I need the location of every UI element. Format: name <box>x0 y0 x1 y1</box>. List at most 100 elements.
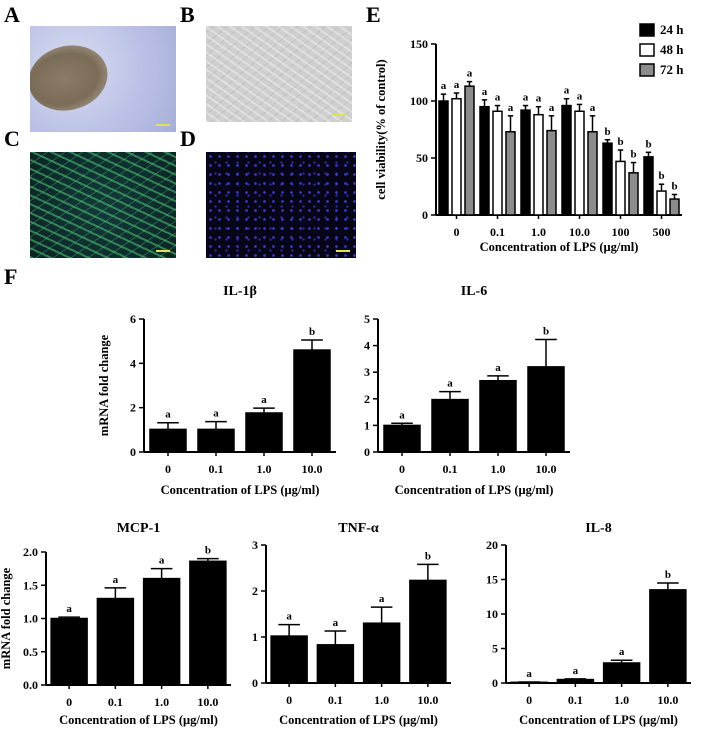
chart-il-8: 0 5 10 15 20 0 0.1 1.0 10.0 IL-8 Concentration of … <box>486 521 691 727</box>
significance-label: a <box>379 593 385 605</box>
scale-bar <box>336 250 350 252</box>
significance-label: a <box>508 102 514 114</box>
x-tick-label: 0.1 <box>108 695 123 709</box>
x-tick-label: 1.0 <box>614 693 629 707</box>
significance-label: b <box>658 170 664 182</box>
bar-24-h-0 <box>438 100 449 216</box>
significance-label: a <box>590 102 596 114</box>
y-tick-label: 100 <box>410 94 428 108</box>
significance-label: b <box>604 126 610 138</box>
bar-value-0-1 <box>556 678 595 684</box>
x-tick-label: 1.0 <box>531 225 546 239</box>
x-tick-label: 10.0 <box>657 693 678 707</box>
bar-value-0 <box>50 617 88 686</box>
panel-letter-b: B <box>180 2 195 27</box>
chart-il-1b: 0 2 4 6 0 0.1 1.0 10.0 IL-1β Concentration of LPS… <box>97 284 336 497</box>
legend-swatch <box>639 63 655 77</box>
x-tick-label: 0 <box>165 462 171 476</box>
y-tick-label: 3 <box>364 365 370 379</box>
bar-48-h-1-0 <box>533 113 544 216</box>
bar-24-h-100 <box>602 142 613 216</box>
significance-label: a <box>564 85 570 97</box>
significance-label: a <box>165 409 171 421</box>
bar-72-h-10-0 <box>587 131 598 216</box>
y-tick-label: 1.0 <box>23 612 38 626</box>
y-tick-label: 5 <box>364 312 370 326</box>
panel-letter-c: C <box>4 126 20 151</box>
bar-value-0 <box>149 428 187 453</box>
x-axis-label: Concentration of LPS (μg/ml) <box>59 713 218 727</box>
bar-72-h-0 <box>464 85 475 216</box>
y-tick-label: 1 <box>252 630 258 644</box>
bar-value-0-1 <box>197 428 235 453</box>
y-tick-label: 50 <box>416 151 428 165</box>
micrograph-c-vimentin <box>30 152 176 258</box>
significance-label: a <box>399 409 405 421</box>
significance-label: b <box>671 180 677 192</box>
chart-title: TNF-α <box>338 521 379 536</box>
bar-value-10-0 <box>189 560 227 686</box>
x-tick-label: 0 <box>286 693 292 707</box>
significance-label: a <box>113 574 119 586</box>
significance-label: a <box>526 668 532 680</box>
chart-title: MCP-1 <box>117 521 161 536</box>
bar-value-1-0 <box>362 622 401 684</box>
significance-label: a <box>286 611 292 623</box>
x-tick-label: 1.0 <box>257 462 272 476</box>
y-tick-label: 6 <box>130 312 136 326</box>
y-tick-label: 15 <box>486 573 498 587</box>
scale-bar <box>156 250 170 252</box>
y-tick-label: 0 <box>130 445 136 459</box>
significance-label: b <box>645 138 651 150</box>
chart-tnf-a: 0 1 2 3 0 0.1 1.0 10.0 TNF-α Concentration of LPS… <box>252 521 451 727</box>
bar-72-h-1-0 <box>546 129 557 216</box>
legend-label: 48 h <box>660 42 684 57</box>
legend-label: 72 h <box>660 62 684 77</box>
x-tick-label: 0.1 <box>209 462 224 476</box>
bar-value-0 <box>383 424 421 453</box>
y-tick-label: 2 <box>130 401 136 415</box>
x-tick-label: 1.0 <box>374 693 389 707</box>
x-tick-label: 0 <box>66 695 72 709</box>
scale-bar <box>156 124 170 126</box>
y-tick-label: 2.0 <box>23 545 38 559</box>
significance-label: a <box>213 408 219 420</box>
significance-label: a <box>467 68 473 80</box>
bar-value-1-0 <box>602 662 641 684</box>
x-tick-label: 1.0 <box>491 462 506 476</box>
x-tick-label: 500 <box>653 225 671 239</box>
bar-value-10-0 <box>527 366 565 453</box>
x-tick-label: 0 <box>526 693 532 707</box>
bar-value-1-0 <box>142 577 181 686</box>
significance-label: b <box>617 136 623 148</box>
x-tick-label: 0 <box>454 225 460 239</box>
significance-label: a <box>447 378 453 390</box>
x-axis-label: Concentration of LPS (μg/ml) <box>519 713 678 727</box>
significance-label: a <box>523 92 529 104</box>
x-tick-label: 0.1 <box>568 693 583 707</box>
y-tick-label: 0 <box>422 208 428 222</box>
y-tick-label: 150 <box>410 37 428 51</box>
significance-label: a <box>619 646 625 658</box>
significance-label: a <box>454 79 460 91</box>
chart-mcp-1: 0.0 0.5 1.0 1.5 2.0 0 0.1 1.0 10.0 MCP-1 Concentra… <box>0 521 231 727</box>
significance-label: a <box>333 617 339 629</box>
y-tick-label: 4 <box>364 339 370 353</box>
bar-value-10-0 <box>649 589 687 684</box>
bar-value-0-1 <box>316 644 355 684</box>
bar-48-h-500 <box>656 190 667 216</box>
legend-swatch <box>639 43 655 57</box>
bar-72-h-100 <box>628 172 639 216</box>
x-tick-label: 10.0 <box>302 462 323 476</box>
chart-title: IL-6 <box>461 284 487 299</box>
y-tick-label: 2 <box>252 584 258 598</box>
bar-value-10-0 <box>293 349 331 453</box>
significance-label: a <box>577 90 583 102</box>
x-tick-label: 0.1 <box>443 462 458 476</box>
bar-value-10-0 <box>409 579 447 684</box>
bar-24-h-10-0 <box>561 104 572 216</box>
micrograph-b-fibroblasts <box>206 26 352 122</box>
x-tick-label: 10.0 <box>197 695 218 709</box>
x-tick-label: 10.0 <box>569 225 590 239</box>
panel-letter-f: F <box>4 264 18 289</box>
